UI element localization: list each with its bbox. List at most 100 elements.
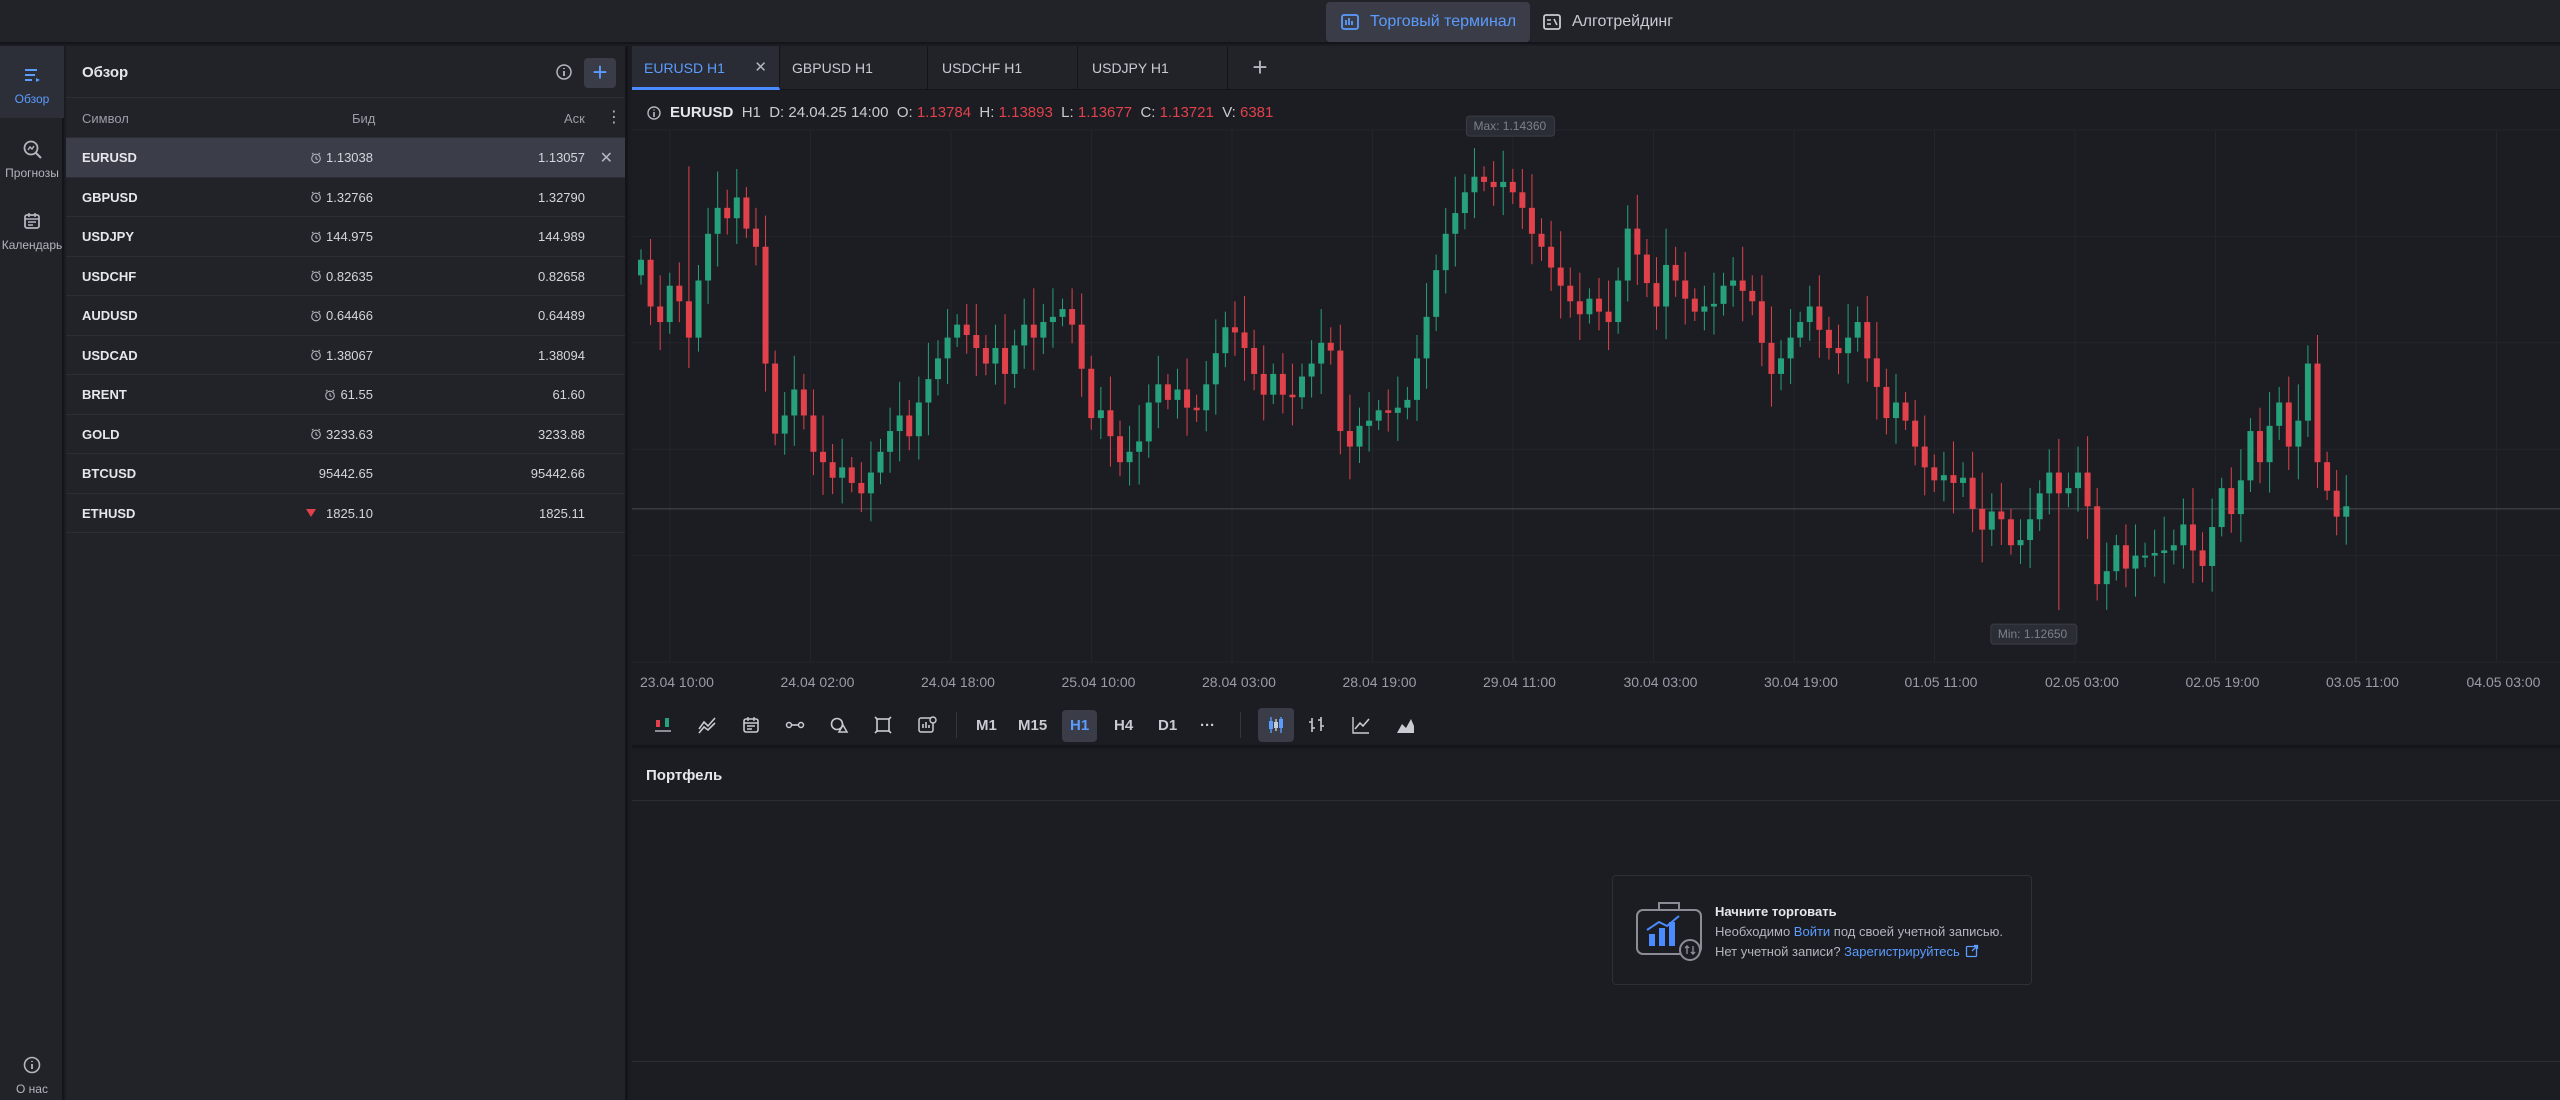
tf-m1[interactable]: M1	[976, 717, 997, 734]
tab-gbpusd-h1[interactable]: GBPUSD H1	[780, 46, 928, 90]
watchlist-row-brent[interactable]: BRENT 61.55 61.60	[66, 375, 625, 415]
tab-label: EURUSD H1	[644, 60, 725, 76]
candle-body	[1145, 402, 1152, 442]
candle-body	[2142, 555, 2149, 558]
chart-tabs: EURUSD H1 ✕ GBPUSD H1 USDCHF H1 USDJPY H…	[632, 46, 2560, 90]
tf-h1[interactable]: H1	[1062, 710, 1098, 742]
indicator-line-button[interactable]	[692, 710, 722, 740]
clock-icon	[311, 349, 321, 361]
watchlist-row-eurusd[interactable]: EURUSD 1.13038 1.13057 ✕	[66, 138, 625, 178]
candle-body	[1969, 477, 1976, 509]
min-label: Min: 1.12650	[1998, 627, 2068, 641]
rail-about[interactable]: О нас	[0, 1054, 64, 1100]
rail-forecasts[interactable]: Прогнозы	[0, 130, 64, 190]
candle-body	[1040, 322, 1047, 338]
add-tab-button[interactable]: +	[1252, 52, 1268, 82]
candle-body	[2247, 431, 2254, 481]
candle-body	[1768, 342, 1775, 374]
line-type-button[interactable]	[1346, 710, 1376, 740]
tf-h4[interactable]: H4	[1114, 717, 1134, 734]
col-ask[interactable]: Аск	[564, 111, 585, 126]
watchlist-row-usdcad[interactable]: USDCAD 1.38067 1.38094	[66, 336, 625, 375]
l-label: L:	[1061, 104, 1074, 121]
candle-body	[1471, 176, 1478, 193]
candle-body	[1318, 342, 1325, 364]
portfolio-chart-icon	[1636, 902, 1702, 961]
line-tool-button[interactable]	[780, 710, 810, 740]
candle-body	[1413, 358, 1420, 400]
candle-body	[1375, 410, 1382, 421]
external-link-icon[interactable]	[1965, 944, 1979, 958]
watchlist-row-btcusd[interactable]: BTCUSD 95442.65 95442.66	[66, 454, 625, 494]
tab-eurusd-h1[interactable]: EURUSD H1 ✕	[632, 46, 780, 90]
candle-body	[2257, 431, 2264, 463]
candle-body	[906, 415, 913, 437]
candle-body	[2007, 519, 2014, 546]
tf-m15[interactable]: M15	[1018, 717, 1048, 734]
candle-body	[1117, 436, 1123, 463]
watchlist-row-gold[interactable]: GOLD 3233.63 3233.88	[66, 415, 625, 454]
area-type-button[interactable]	[1390, 710, 1420, 740]
col-bid[interactable]: Бид	[352, 111, 376, 126]
candle-body	[714, 207, 721, 234]
watchlist-row-gbpusd[interactable]: GBPUSD 1.32766 1.32790	[66, 178, 625, 217]
rail-calendar[interactable]: Календарь	[0, 202, 64, 262]
watchlist-row-usdjpy[interactable]: USDJPY 144.975 144.989	[66, 217, 625, 257]
col-symbol[interactable]: Символ	[82, 111, 129, 126]
row-ask: 0.82658	[538, 268, 585, 284]
info-icon[interactable]	[646, 105, 662, 121]
candle-body	[887, 431, 894, 452]
candle-body	[1337, 350, 1344, 432]
more-timeframes-button[interactable]: ···	[1200, 717, 1215, 734]
candle-body	[1883, 386, 1890, 419]
candle-body	[896, 415, 903, 432]
chart-area[interactable]: 23.04 10:00 24.04 02:00 24.04 18:00 25.04 1…	[632, 90, 2560, 702]
watchlist-row-usdchf[interactable]: USDCHF 0.82635 0.82658	[66, 257, 625, 296]
candle-body	[1653, 283, 1660, 307]
candle-body	[1701, 306, 1708, 312]
candle-body	[1423, 316, 1430, 359]
add-symbol-button[interactable]: +	[584, 58, 616, 88]
tf-d1[interactable]: D1	[1158, 717, 1178, 734]
row-symbol: BRENT	[82, 387, 127, 402]
watchlist-row-ethusd[interactable]: ETHUSD 1825.10 1825.11	[66, 494, 625, 533]
candle-body	[1624, 228, 1631, 281]
screenshot-button[interactable]	[868, 710, 898, 740]
shapes-button[interactable]	[824, 710, 854, 740]
candle-body	[2295, 420, 2302, 447]
login-line: Необходимо Войти под своей учетной запис…	[1715, 924, 2003, 939]
remove-symbol-icon[interactable]: ✕	[599, 150, 613, 167]
row-bid: 3233.63	[310, 427, 373, 442]
info-icon[interactable]	[554, 62, 574, 82]
rail-overview[interactable]: Обзор	[0, 46, 64, 118]
clock-icon	[311, 310, 321, 321]
register-link[interactable]: Зарегистрируйтесь	[1844, 944, 1960, 959]
bars-type-button[interactable]	[1302, 710, 1332, 740]
trading-terminal-button[interactable]: Торговый терминал	[1326, 2, 1531, 42]
row-symbol: BTCUSD	[82, 466, 137, 481]
portfolio-title: Портфель	[646, 767, 723, 784]
column-menu-icon[interactable]: ⋮	[606, 109, 622, 126]
row-bid-value: 3233.63	[326, 426, 373, 442]
clock-icon	[311, 152, 321, 163]
row-bid-value: 0.64466	[326, 308, 373, 323]
row-bid: 1825.10	[306, 506, 373, 521]
candlestick-chart[interactable]: 23.04 10:00 24.04 02:00 24.04 18:00 25.04 1…	[632, 90, 2560, 702]
events-button[interactable]	[736, 710, 766, 740]
chart-settings-button[interactable]	[912, 710, 942, 740]
close-icon[interactable]: ✕	[754, 59, 767, 76]
watchlist-header: Обзор +	[66, 46, 625, 98]
candle-body	[2199, 550, 2206, 566]
tab-usdchf-h1[interactable]: USDCHF H1	[930, 46, 1078, 90]
login-link[interactable]: Войти	[1793, 924, 1831, 939]
candle-body	[1634, 228, 1641, 255]
algotrading-button[interactable]: Алготрейдинг	[1528, 2, 1687, 42]
watchlist-row-audusd[interactable]: AUDUSD 0.64466 0.64489	[66, 296, 625, 336]
candles-type-button[interactable]	[1258, 708, 1294, 742]
indicators-button[interactable]	[648, 710, 678, 740]
candle-body	[2036, 493, 2043, 520]
candle-body	[1605, 311, 1612, 323]
candle-body	[1787, 337, 1794, 359]
candle-body	[1940, 475, 1947, 481]
tab-usdjpy-h1[interactable]: USDJPY H1	[1080, 46, 1228, 90]
